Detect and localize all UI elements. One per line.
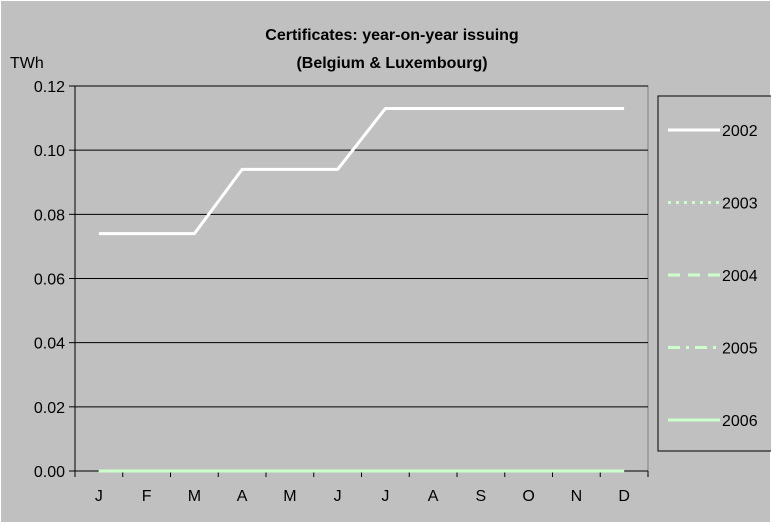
chart-title-line2: (Belgium & Luxembourg): [296, 55, 487, 72]
x-tick-label: A: [237, 488, 248, 505]
y-tick-label: 0.10: [34, 143, 65, 160]
x-tick-label: J: [381, 488, 389, 505]
y-tick-label: 0.04: [34, 336, 65, 353]
x-tick-label: J: [95, 488, 103, 505]
x-tick-label: D: [618, 488, 630, 505]
y-tick-label: 0.12: [34, 79, 65, 96]
y-tick-label: 0.00: [34, 464, 65, 481]
legend-label-2005: 2005: [722, 341, 758, 358]
x-tick-label: M: [283, 488, 296, 505]
chart-title-line1: Certificates: year-on-year issuing: [265, 27, 518, 44]
x-tick-label: M: [188, 488, 201, 505]
x-tick-label: F: [142, 488, 152, 505]
legend-label-2003: 2003: [722, 196, 758, 213]
y-tick-label: 0.02: [34, 400, 65, 417]
plot-area: 0.00 0.02 0.04 0.06 0.08 0.10 0.12 J F M A M J J A S O N D: [34, 79, 649, 505]
x-tick-label: J: [334, 488, 342, 505]
x-tick-label: O: [522, 488, 534, 505]
series-line-2002: [98, 107, 625, 236]
legend-label-2002: 2002: [722, 123, 758, 140]
x-tick-label: N: [571, 488, 583, 505]
legend-label-2006: 2006: [722, 413, 758, 430]
x-tick-label: A: [428, 488, 439, 505]
y-tick-label: 0.08: [34, 207, 65, 224]
y-axis-label: TWh: [10, 55, 44, 72]
legend: 2002 2003 2004 2005 2006: [657, 95, 771, 452]
y-tick-label: 0.06: [34, 272, 65, 289]
x-tick-label: S: [476, 488, 487, 505]
legend-label-2004: 2004: [722, 268, 758, 285]
